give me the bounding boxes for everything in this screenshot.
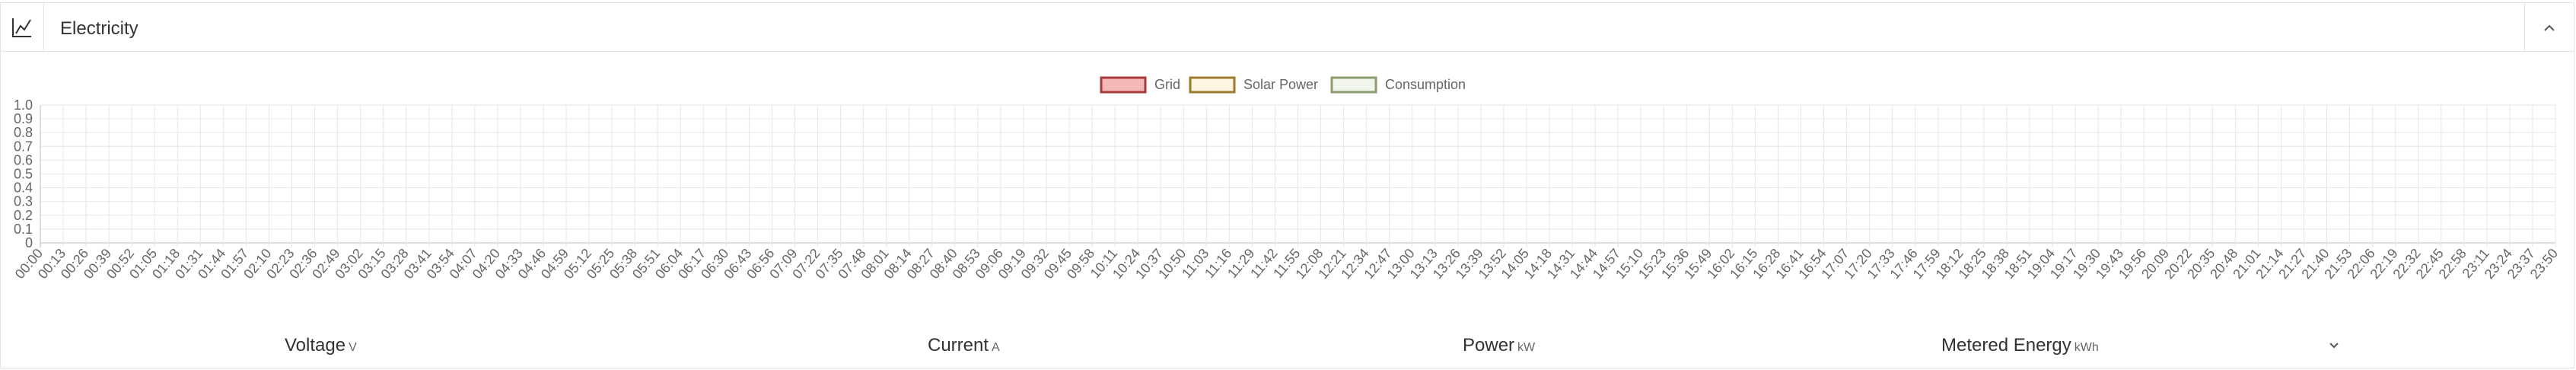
tab-unit: kW [1517, 341, 1536, 354]
y-tick-label: 0.5 [14, 167, 33, 182]
y-tick-label: 0.2 [14, 208, 33, 223]
y-tick-label: 0.1 [14, 222, 33, 237]
chart-icon [12, 3, 44, 51]
y-tick-label: 0.4 [14, 180, 33, 196]
tab-label: Voltage [285, 335, 346, 356]
y-tick-label: 0.3 [14, 194, 33, 209]
tab-bar: Voltage V Current A Power kW Metered Energy kWh [1, 332, 2574, 365]
tab-label: Metered Energy [1941, 335, 2071, 356]
legend-swatch [1330, 76, 1377, 94]
y-tick-label: 0 [25, 235, 33, 250]
y-tick-label: 1.0 [14, 97, 33, 113]
y-tick-label: 0.7 [14, 139, 33, 154]
legend-label: Consumption [1385, 77, 1466, 92]
chart: Grid Solar Power Consumption00.10.20.30.40… [12, 76, 2561, 282]
y-tick-label: 0.6 [14, 152, 33, 167]
tab[interactable]: Voltage V [285, 335, 357, 356]
tab-unit: A [992, 341, 1000, 354]
legend-swatch [1189, 76, 1236, 94]
card-header: Electricity [1, 3, 2574, 52]
tab-label: Current [928, 335, 989, 356]
card-title: Electricity [60, 18, 139, 39]
legend-swatch [1100, 76, 1147, 94]
y-tick-label: 0.8 [14, 125, 33, 140]
collapse-button[interactable] [2524, 3, 2574, 51]
tab-label: Power [1463, 335, 1515, 356]
tabs-dropdown[interactable] [2325, 337, 2343, 355]
tab[interactable]: Current A [928, 335, 1000, 356]
legend-label: Grid [1154, 77, 1180, 92]
tab-unit: kWh [2074, 341, 2099, 354]
tab[interactable]: Metered Energy kWh [1941, 335, 2099, 356]
y-tick-label: 0.9 [14, 111, 33, 126]
tab[interactable]: Power kW [1463, 335, 1535, 356]
legend-label: Solar Power [1243, 77, 1318, 92]
tab-unit: V [349, 341, 357, 354]
